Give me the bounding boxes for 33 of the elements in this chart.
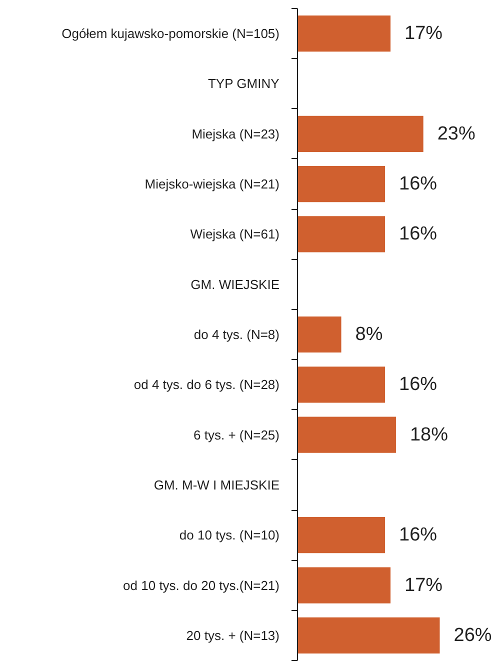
y-tick-label: GM. WIEJSKIE <box>190 276 280 292</box>
y-tick-label: GM. M-W I MIEJSKIE <box>154 477 280 492</box>
bar <box>298 216 386 252</box>
data-label: 16% <box>399 224 438 245</box>
data-label: 16% <box>399 174 438 195</box>
data-label: 16% <box>399 374 438 396</box>
data-label: 17% <box>404 574 443 596</box>
data-label: 18% <box>410 424 448 446</box>
data-label: 26% <box>454 624 492 646</box>
y-tick-label: TYP GMINY <box>208 76 280 92</box>
bar <box>298 567 391 604</box>
bar <box>298 16 391 52</box>
y-tick-label: od 4 tys. do 6 tys. (N=28) <box>134 377 280 392</box>
y-tick-label: do 4 tys. (N=8) <box>194 327 280 342</box>
y-tick-label: od 10 tys. do 20 tys.(N=21) <box>123 578 280 593</box>
y-tick-label: Miejsko-wiejska (N=21) <box>144 176 280 192</box>
bar <box>298 116 424 152</box>
data-label: 23% <box>437 123 476 144</box>
bar <box>298 366 386 403</box>
bar <box>298 617 440 654</box>
bar <box>298 166 386 202</box>
data-label: 16% <box>399 524 438 546</box>
bar <box>298 416 396 453</box>
bar <box>298 316 342 353</box>
y-tick-label: 20 tys. + (N=13) <box>186 628 280 643</box>
bar <box>298 517 386 554</box>
y-tick-label: Ogółem kujawsko-pomorskie (N=105) <box>62 26 280 42</box>
y-tick-label: do 10 tys. (N=10) <box>179 528 280 543</box>
y-tick-label: Wiejska (N=61) <box>190 226 280 242</box>
data-label: 17% <box>404 23 443 44</box>
y-tick-label: 6 tys. + (N=25) <box>194 427 280 442</box>
y-tick-label: Miejska (N=23) <box>192 126 280 142</box>
data-label: 8% <box>355 324 383 345</box>
